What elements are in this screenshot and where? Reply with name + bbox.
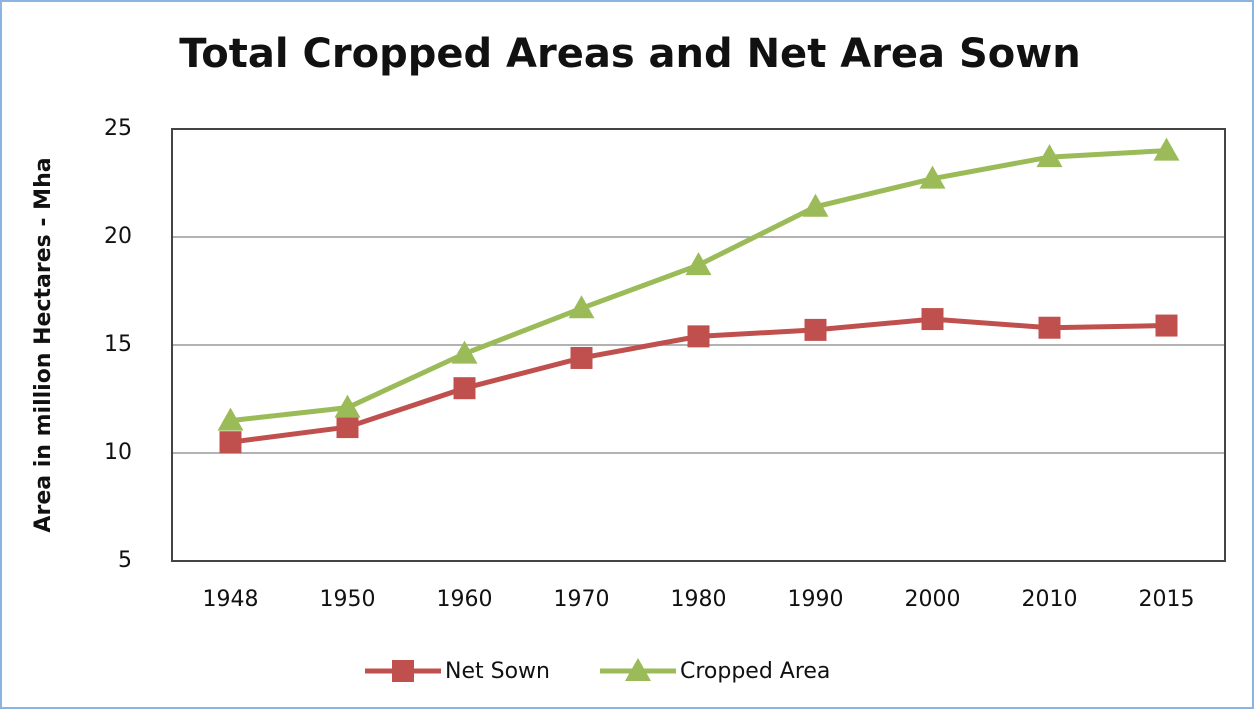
marker [1155,314,1178,337]
x-tick-label: 1948 [203,587,259,612]
marker [919,165,946,189]
marker [921,308,944,331]
legend-label: Net Sown [445,659,550,684]
x-tick-label: 2000 [905,587,961,612]
y-tick-label: 5 [118,548,132,573]
marker [1038,316,1061,339]
marker [568,295,595,319]
plot-border [171,128,1226,562]
marker [570,346,593,369]
x-tick-label: 1960 [437,587,493,612]
marker [217,407,244,431]
marker [219,431,242,454]
marker [453,377,476,400]
x-tick-label: 1950 [320,587,376,612]
y-tick-label: 25 [104,116,132,141]
marker [802,193,829,217]
y-tick-label: 10 [104,440,132,465]
x-tick-label: 1970 [554,587,610,612]
marker [392,660,414,682]
marker [687,325,710,348]
y-axis-label: Area in million Hectares - Mha [31,157,56,532]
y-tick-label: 20 [104,224,132,249]
x-tick-label: 1980 [671,587,727,612]
marker [336,416,359,439]
marker [1036,144,1063,168]
legend-label: Cropped Area [680,659,830,684]
marker [451,340,478,364]
marker [804,318,827,341]
chart-title: Total Cropped Areas and Net Area Sown [179,31,1080,77]
marker [334,394,361,418]
marker [1153,137,1180,161]
x-tick-label: 2015 [1139,587,1195,612]
y-tick-label: 15 [104,332,132,357]
x-tick-label: 1990 [788,587,844,612]
x-tick-label: 2010 [1022,587,1078,612]
marker [685,252,712,276]
marker [624,658,651,681]
